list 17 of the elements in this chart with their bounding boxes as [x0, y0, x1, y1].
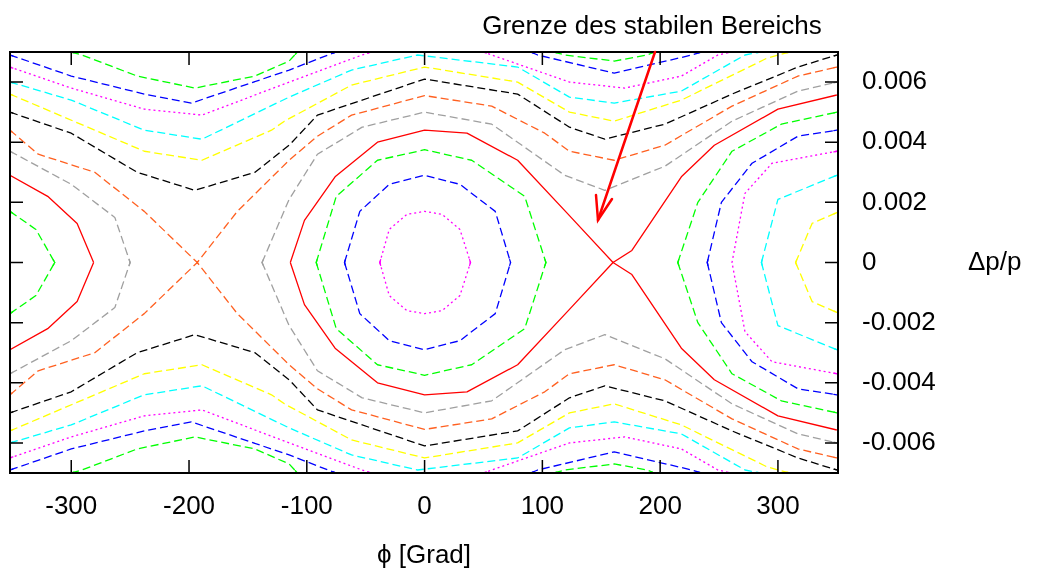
x-tick-label: -100: [280, 489, 333, 520]
x-tick-label: 200: [638, 489, 682, 520]
x-tick-label: -300: [45, 489, 98, 520]
y-tick-label: -0.002: [862, 305, 936, 336]
y-tick-label: 0: [862, 245, 877, 276]
x-tick-label: 100: [520, 489, 565, 520]
x-axis-title: ϕ [Grad]: [376, 538, 472, 569]
text: Grenze des stabilen Bereichs: [482, 10, 822, 41]
x-tick-label: 0: [417, 489, 432, 520]
y-tick-label: 0.002: [862, 185, 928, 216]
y-tick-label: 0.006: [862, 65, 928, 96]
y-tick-label: -0.004: [862, 365, 936, 396]
y-tick-label: -0.006: [862, 426, 936, 457]
y-axis-title: Δp/p: [968, 245, 1022, 276]
x-tick-label: -200: [163, 489, 216, 520]
y-tick-label: 0.004: [862, 125, 928, 156]
x-tick-label: 300: [756, 489, 800, 520]
